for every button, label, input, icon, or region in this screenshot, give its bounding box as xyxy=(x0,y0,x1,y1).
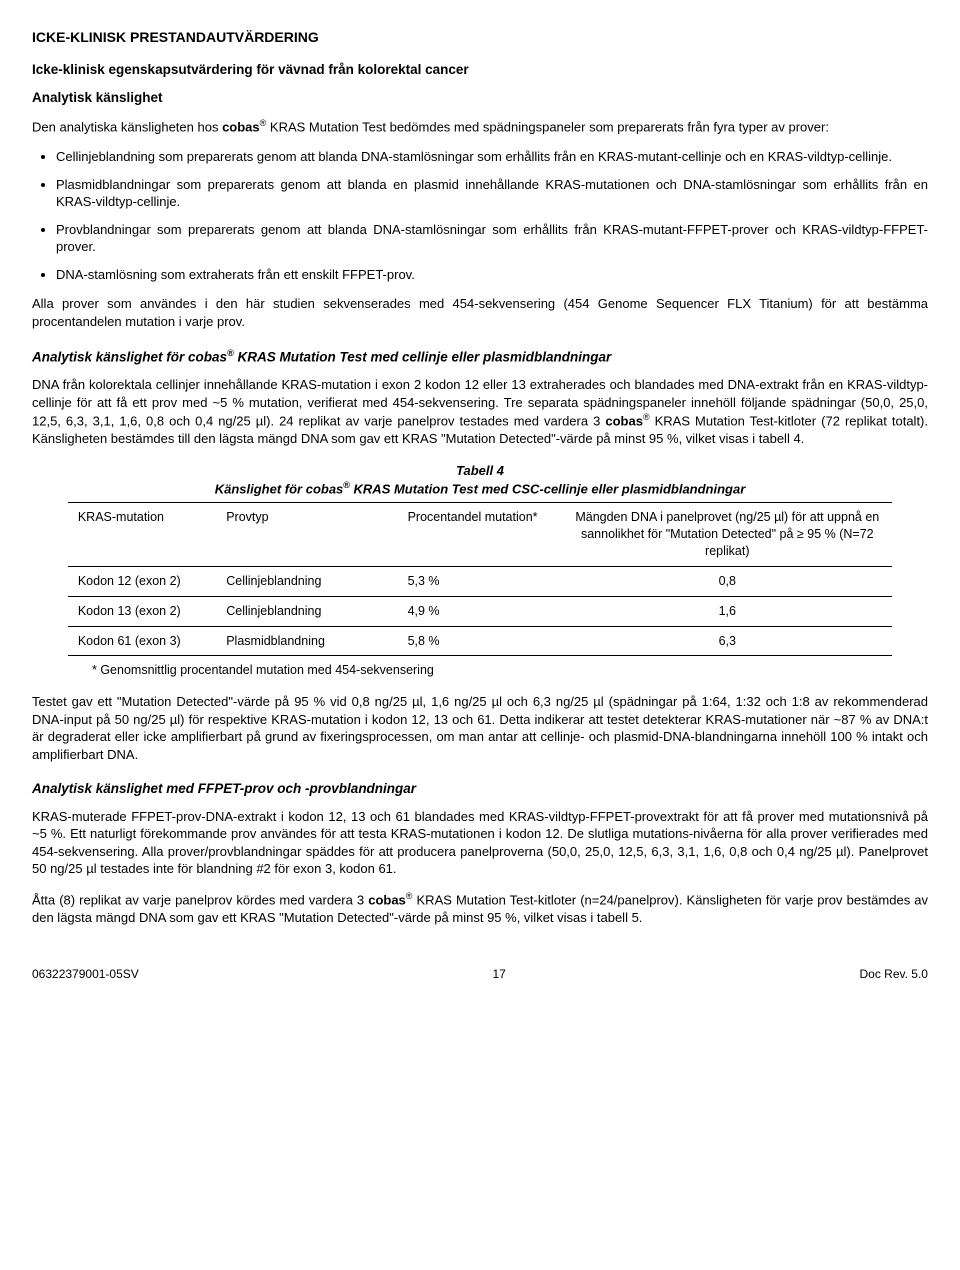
section-heading-sub: Icke-klinisk egenskapsutvärdering för vä… xyxy=(32,61,928,79)
table-header-row: KRAS-mutation Provtyp Procentandel mutat… xyxy=(68,503,892,567)
footer-page-number: 17 xyxy=(492,966,505,982)
intro-paragraph: Den analytiska känsligheten hos cobas® K… xyxy=(32,117,928,136)
ffpet-text-a: Åtta (8) replikat av varje panelprov kör… xyxy=(32,892,368,907)
registered-mark: ® xyxy=(343,480,350,490)
list-item: DNA-stamlösning som extraherats från ett… xyxy=(56,266,928,284)
registered-mark: ® xyxy=(643,412,650,422)
cell-provtyp: Cellinjeblandning xyxy=(216,596,397,626)
cell-provtyp: Cellinjeblandning xyxy=(216,566,397,596)
ffpet-paragraph-1: KRAS-muterade FFPET-prov-DNA-extrakt i k… xyxy=(32,808,928,878)
col-kras-mutation: KRAS-mutation xyxy=(68,503,216,567)
table-row: Kodon 61 (exon 3) Plasmidblandning 5,8 %… xyxy=(68,626,892,656)
list-item: Provblandningar som preparerats genom at… xyxy=(56,221,928,256)
cobas-brand: cobas xyxy=(222,120,260,135)
col-dna-amount: Mängden DNA i panelprovet (ng/25 µl) för… xyxy=(562,503,892,567)
cell-dna: 0,8 xyxy=(562,566,892,596)
col-provtyp: Provtyp xyxy=(216,503,397,567)
cell-mutation: Kodon 61 (exon 3) xyxy=(68,626,216,656)
sample-type-list: Cellinjeblandning som preparerats genom … xyxy=(32,148,928,283)
cell-mutation: Kodon 13 (exon 2) xyxy=(68,596,216,626)
cobas-brand: cobas xyxy=(368,892,406,907)
subheading-ffpet: Analytisk känslighet med FFPET-prov och … xyxy=(32,780,928,798)
section-heading-analytic: Analytisk känslighet xyxy=(32,89,928,107)
intro-text-c: KRAS Mutation Test bedömdes med spädning… xyxy=(266,120,829,135)
table4-footnote: * Genomsnittlig procentandel mutation me… xyxy=(92,662,928,679)
cell-percent: 4,9 % xyxy=(398,596,563,626)
page-footer: 06322379001-05SV 17 Doc Rev. 5.0 xyxy=(32,966,928,982)
list-item: Plasmidblandningar som preparerats genom… xyxy=(56,176,928,211)
h3-text-a: Analytisk känslighet för cobas xyxy=(32,349,227,364)
table-row: Kodon 13 (exon 2) Cellinjeblandning 4,9 … xyxy=(68,596,892,626)
list-item: Cellinjeblandning som preparerats genom … xyxy=(56,148,928,166)
intro-text-a: Den analytiska känsligheten hos xyxy=(32,120,222,135)
table4: KRAS-mutation Provtyp Procentandel mutat… xyxy=(68,502,892,656)
table4-caption-line2a: Känslighet för cobas xyxy=(215,482,344,497)
page-heading: ICKE-KLINISK PRESTANDAUTVÄRDERING xyxy=(32,28,928,47)
table-row: Kodon 12 (exon 2) Cellinjeblandning 5,3 … xyxy=(68,566,892,596)
sequencing-paragraph: Alla prover som användes i den här studi… xyxy=(32,295,928,330)
ffpet-paragraph-2: Åtta (8) replikat av varje panelprov kör… xyxy=(32,890,928,926)
footer-doc-rev: Doc Rev. 5.0 xyxy=(860,966,928,982)
subheading-cellline: Analytisk känslighet för cobas® KRAS Mut… xyxy=(32,347,928,367)
h3-text-b: KRAS Mutation Test med cellinje eller pl… xyxy=(234,349,612,364)
table4-caption-line1: Tabell 4 xyxy=(32,462,928,480)
cell-percent: 5,8 % xyxy=(398,626,563,656)
table4-caption: Tabell 4 Känslighet för cobas® KRAS Muta… xyxy=(32,462,928,498)
col-percent-mutation: Procentandel mutation* xyxy=(398,503,563,567)
after-table4-paragraph: Testet gav ett "Mutation Detected"-värde… xyxy=(32,693,928,763)
footer-left: 06322379001-05SV xyxy=(32,966,139,982)
cobas-brand: cobas xyxy=(605,414,643,429)
cell-provtyp: Plasmidblandning xyxy=(216,626,397,656)
cell-dna: 1,6 xyxy=(562,596,892,626)
cell-dna: 6,3 xyxy=(562,626,892,656)
table4-caption-line2b: KRAS Mutation Test med CSC-cellinje elle… xyxy=(350,482,745,497)
registered-mark: ® xyxy=(227,348,234,358)
dna-paragraph: DNA från kolorektala cellinjer innehålla… xyxy=(32,376,928,448)
cell-mutation: Kodon 12 (exon 2) xyxy=(68,566,216,596)
cell-percent: 5,3 % xyxy=(398,566,563,596)
